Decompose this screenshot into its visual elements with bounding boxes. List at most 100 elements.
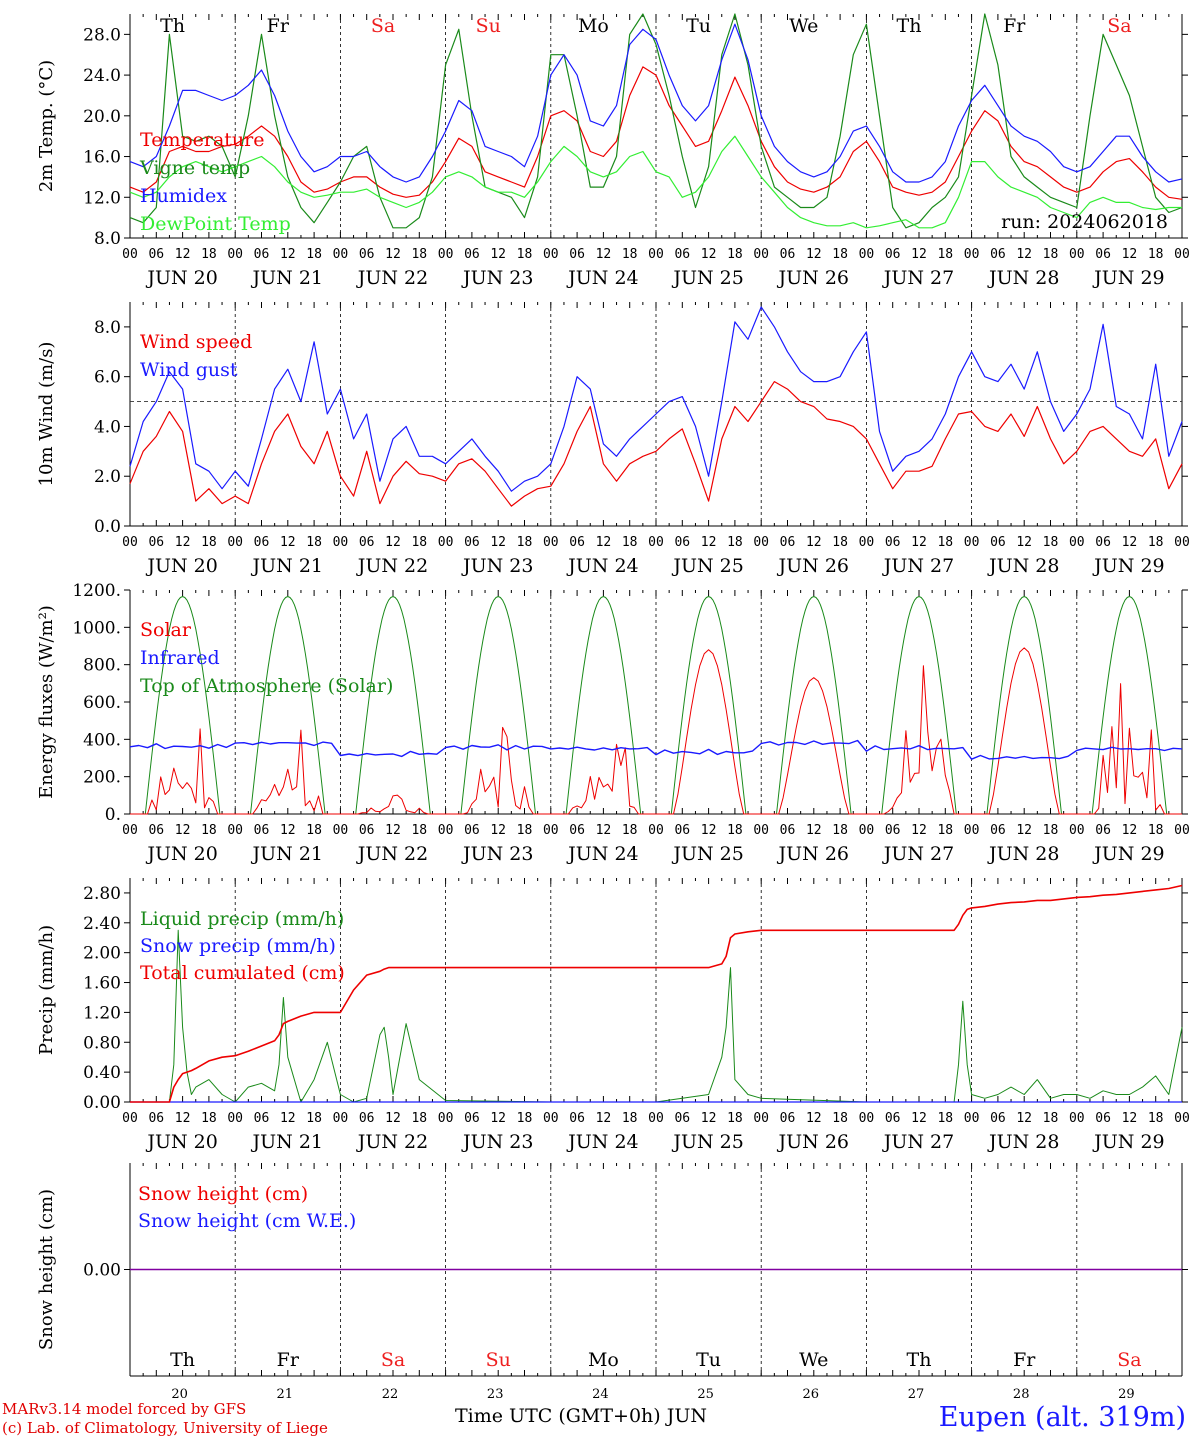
hour-tick-label: 06: [254, 1111, 270, 1126]
date-label: JUN 23: [461, 843, 533, 865]
y-tick-label: 1200.: [72, 581, 121, 601]
hour-tick-label: 18: [306, 1111, 322, 1126]
hour-tick-label: 06: [464, 1111, 480, 1126]
legend-snow-height-cm-: Snow height (cm): [138, 1183, 308, 1205]
legend-vigne-temp: Vigne temp: [139, 157, 250, 179]
hour-tick-label: 18: [201, 823, 217, 838]
date-label: JUN 28: [987, 843, 1059, 865]
hour-tick-label: 18: [937, 823, 953, 838]
hour-tick-label: 00: [1174, 1111, 1190, 1126]
date-label: JUN 29: [1092, 1131, 1164, 1153]
date-label: JUN 23: [461, 555, 533, 577]
hour-tick-label: 06: [990, 1111, 1006, 1126]
hour-tick-label: 00: [333, 1111, 349, 1126]
hour-tick-label: 18: [411, 535, 427, 550]
series-infrared: [129, 739, 1183, 760]
date-label: JUN 20: [145, 555, 217, 577]
date-label: JUN 20: [145, 843, 217, 865]
hour-tick-label: 00: [964, 535, 980, 550]
hour-tick-label: 18: [201, 535, 217, 550]
hour-tick-label: 12: [280, 823, 296, 838]
hour-tick-label: 12: [1016, 1111, 1032, 1126]
legend-solar: Solar: [140, 619, 192, 641]
weekday-label-bottom: Sa: [381, 1349, 405, 1371]
y-axis-label: Snow height (cm): [36, 1189, 57, 1350]
hour-tick-label: 00: [859, 535, 875, 550]
weekday-label: We: [789, 15, 818, 37]
hour-tick-label: 12: [911, 1111, 927, 1126]
hour-tick-label: 18: [727, 247, 743, 262]
model-credit: MARv3.14 model forced by GFS: [2, 1400, 247, 1418]
hour-tick-label: 06: [148, 1111, 164, 1126]
hour-tick-label: 12: [175, 247, 191, 262]
legend-wind-speed: Wind speed: [140, 331, 252, 353]
hour-tick-label: 06: [464, 823, 480, 838]
hour-tick-label: 00: [227, 1111, 243, 1126]
hour-tick-label: 12: [806, 535, 822, 550]
y-tick-label: 0.0: [94, 517, 121, 537]
date-label: JUN 22: [356, 843, 428, 865]
x-axis-label: Time UTC (GMT+0h) JUN: [455, 1405, 707, 1427]
date-label: JUN 24: [566, 1131, 638, 1153]
hour-tick-label: 06: [990, 823, 1006, 838]
weekday-label: Th: [160, 15, 185, 37]
hour-tick-label: 00: [648, 247, 664, 262]
hour-tick-label: 18: [1043, 247, 1059, 262]
y-tick-label: 28.0: [83, 25, 121, 45]
hour-tick-label: 12: [911, 247, 927, 262]
date-label: JUN 26: [777, 843, 849, 865]
hour-tick-label: 00: [227, 535, 243, 550]
hour-tick-label: 00: [543, 247, 559, 262]
hour-tick-label: 00: [648, 1111, 664, 1126]
hour-tick-label: 18: [1148, 535, 1164, 550]
hour-tick-label: 06: [359, 247, 375, 262]
hour-tick-label: 18: [411, 823, 427, 838]
date-label: JUN 28: [987, 1131, 1059, 1153]
x-axis-label-text: Time UTC (GMT+0h): [455, 1405, 661, 1427]
hour-tick-label: 06: [569, 535, 585, 550]
hour-tick-label: 06: [780, 823, 796, 838]
hour-tick-label: 06: [254, 535, 270, 550]
weekday-label: Sa: [1107, 15, 1131, 37]
hour-tick-label: 12: [1016, 247, 1032, 262]
date-label: JUN 28: [987, 267, 1059, 289]
hour-tick-label: 12: [280, 1111, 296, 1126]
date-label: JUN 27: [882, 843, 954, 865]
hour-tick-label: 18: [517, 247, 533, 262]
weekday-label: Th: [897, 15, 922, 37]
y-tick-label: 2.0: [94, 467, 121, 487]
hour-tick-label: 00: [543, 1111, 559, 1126]
y-tick-label: 0.00: [83, 1261, 121, 1281]
date-label: JUN 20: [145, 267, 217, 289]
hour-tick-label: 12: [806, 823, 822, 838]
hour-tick-label: 06: [780, 247, 796, 262]
hour-tick-label: 12: [280, 247, 296, 262]
hour-tick-label: 00: [1069, 535, 1085, 550]
series-total-cumulated: [130, 884, 1183, 1103]
hour-tick-label: 18: [517, 823, 533, 838]
hour-tick-label: 18: [411, 247, 427, 262]
y-tick-label: 2.00: [83, 944, 121, 964]
y-tick-label: 1.20: [83, 1003, 121, 1023]
hour-tick-label: 00: [122, 247, 138, 262]
date-label: JUN 29: [1092, 843, 1164, 865]
day-number-label: 25: [697, 1387, 714, 1400]
legend-humidex: Humidex: [140, 185, 227, 207]
y-tick-label: 1.60: [83, 974, 121, 994]
hour-tick-label: 00: [122, 823, 138, 838]
hour-tick-label: 12: [1016, 823, 1032, 838]
hour-tick-label: 18: [937, 1111, 953, 1126]
hour-tick-label: 12: [911, 535, 927, 550]
hour-tick-label: 06: [990, 535, 1006, 550]
weekday-label: Su: [476, 15, 501, 37]
date-label: JUN 22: [356, 555, 428, 577]
hour-tick-label: 06: [674, 823, 690, 838]
hour-tick-label: 06: [569, 1111, 585, 1126]
hour-tick-label: 18: [832, 1111, 848, 1126]
hour-tick-label: 12: [175, 1111, 191, 1126]
hour-tick-label: 12: [701, 535, 717, 550]
day-number-label: 20: [171, 1387, 188, 1400]
weekday-label: Sa: [371, 15, 395, 37]
hour-tick-label: 18: [622, 1111, 638, 1126]
date-label: JUN 25: [671, 843, 743, 865]
